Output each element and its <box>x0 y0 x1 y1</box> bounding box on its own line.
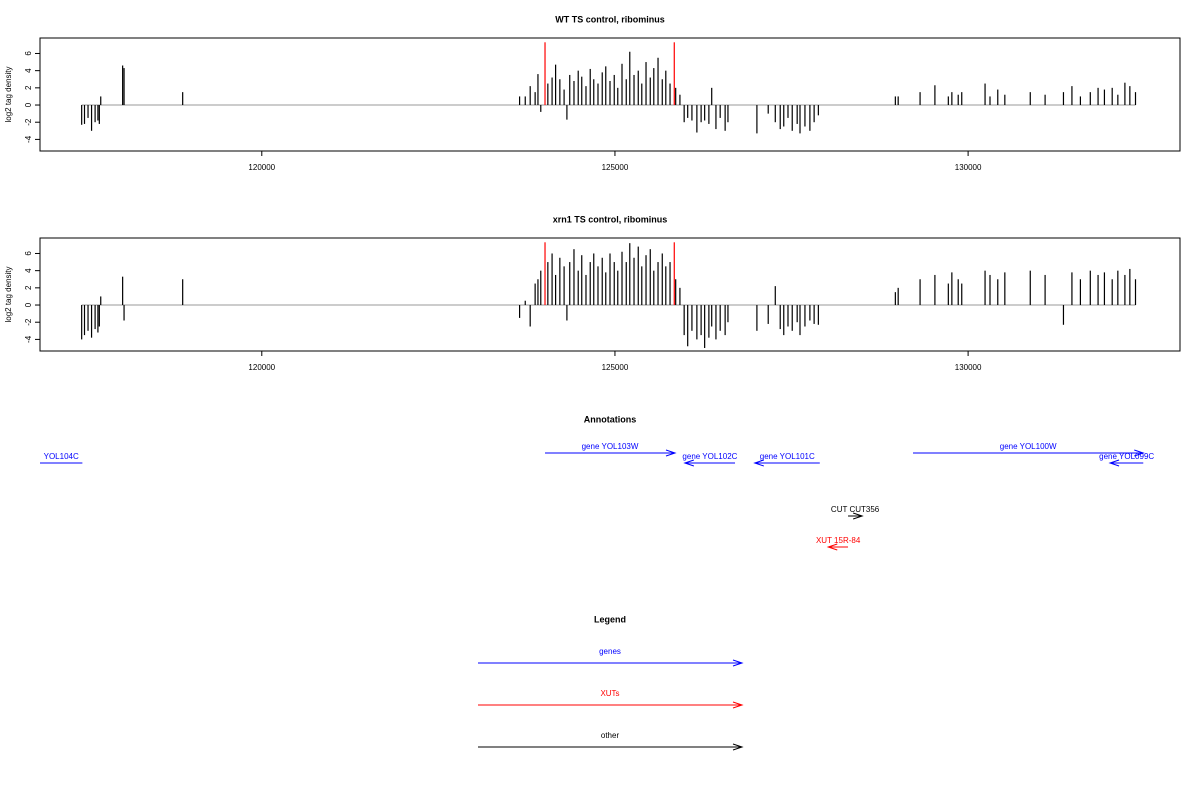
x-tick-label: 125000 <box>602 163 629 172</box>
feature-arrowhead <box>1134 449 1145 457</box>
feature-label: CUT CUT356 <box>831 505 880 514</box>
plot-frame <box>39 37 1181 152</box>
legend-label: other <box>601 731 620 740</box>
legend-label: XUTs <box>600 689 619 698</box>
feature-label: YOL104C <box>44 452 79 461</box>
panel-title: xrn1 TS control, ribominus <box>553 214 668 224</box>
y-tick-label: 0 <box>24 302 33 307</box>
feature-label: gene YOL102C <box>682 452 737 461</box>
y-tick-label: -2 <box>24 118 33 126</box>
feature-label: gene YOL101C <box>760 452 815 461</box>
feature-label: gene YOL103W <box>582 442 639 451</box>
feature-label: gene YOL100W <box>1000 442 1057 451</box>
legend-arrow-head <box>732 659 744 667</box>
x-tick-label: 120000 <box>248 163 275 172</box>
feature-arrowhead <box>665 449 677 457</box>
y-axis-label: log2 tag density <box>4 66 13 122</box>
y-tick-label: 0 <box>24 102 33 107</box>
x-tick-label: 130000 <box>955 363 982 372</box>
feature-label: XUT 15R-84 <box>816 536 861 545</box>
y-tick-label: 2 <box>24 285 33 290</box>
annotations-title: Annotations <box>584 414 637 424</box>
feature-arrowhead <box>826 543 838 551</box>
feature-label: gene YOL099C <box>1099 452 1154 461</box>
feature-arrowhead <box>753 459 764 467</box>
y-axis-label: log2 tag density <box>4 266 13 322</box>
x-tick-label: 130000 <box>955 163 982 172</box>
y-tick-label: 2 <box>24 85 33 90</box>
y-tick-label: 6 <box>24 51 33 56</box>
y-tick-label: -2 <box>24 318 33 326</box>
y-tick-label: 4 <box>24 68 33 73</box>
legend-arrow-head <box>732 701 744 709</box>
y-tick-label: 4 <box>24 268 33 273</box>
x-tick-label: 120000 <box>248 363 275 372</box>
panel-title: WT TS control, ribominus <box>555 14 665 24</box>
y-tick-label: 6 <box>24 251 33 256</box>
legend-title: Legend <box>594 614 626 624</box>
plot-frame <box>39 237 1181 352</box>
legend-arrow-head <box>732 743 744 751</box>
x-tick-label: 125000 <box>602 363 629 372</box>
feature-arrowhead <box>852 512 864 520</box>
feature-arrowhead <box>683 459 695 467</box>
y-tick-label: -4 <box>24 335 33 343</box>
legend-label: genes <box>599 647 621 656</box>
y-tick-label: -4 <box>24 135 33 143</box>
feature-arrowhead <box>1108 459 1120 467</box>
